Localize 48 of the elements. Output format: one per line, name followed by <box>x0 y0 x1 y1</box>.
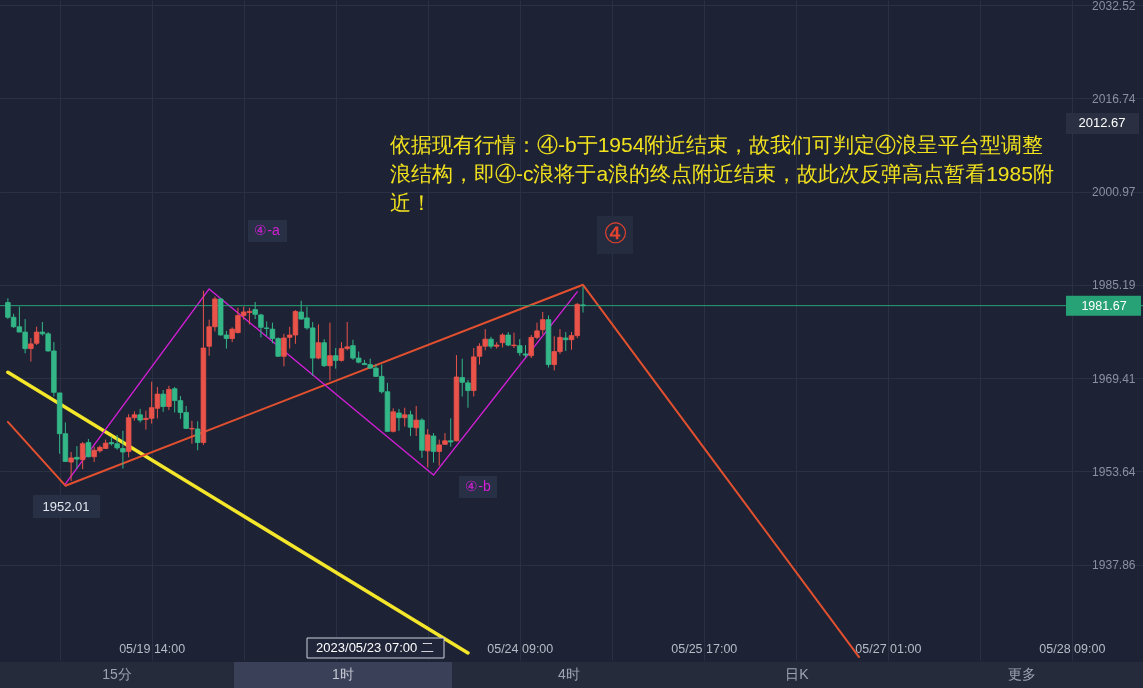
candlestick <box>79 441 86 470</box>
candlestick <box>580 286 586 314</box>
text: 1时 <box>332 666 354 682</box>
candlestick <box>332 347 339 370</box>
candlestick <box>315 323 322 360</box>
text: 更多 <box>1008 666 1036 682</box>
candlestick <box>430 432 437 464</box>
y-tick-label: 2000.97 <box>1092 185 1136 200</box>
y-tick-label: 1985.19 <box>1092 278 1136 293</box>
annotation: 2012.67 <box>1078 115 1126 130</box>
annotation: ④-a <box>254 222 280 238</box>
y-tick-label: 2016.74 <box>1092 91 1136 106</box>
candlestick <box>511 332 517 349</box>
y-tick-label: 2032.52 <box>1092 0 1136 13</box>
x-tick-label: 05/19 14:00 <box>119 641 186 656</box>
candlestick <box>390 407 396 434</box>
candlestick <box>407 410 414 437</box>
candlestick <box>74 445 80 470</box>
candlestick <box>425 428 431 468</box>
text: 日K <box>785 666 810 682</box>
candlestick <box>160 389 166 413</box>
candlestick <box>413 405 419 437</box>
annotation: ④ <box>602 218 628 249</box>
x-tick-label: 05/24 09:00 <box>487 641 554 656</box>
candlestick <box>68 451 74 482</box>
x-tick-label: 05/27 01:00 <box>855 641 922 656</box>
annotation: 依据现有行情：④-b于1954附近结束，故我们可判定④浪呈平台型调整浪结构，即④-c浪将于a浪的终点附近结束，故此次反弹高点暂看1985附近！ <box>390 133 1054 214</box>
candlestick <box>396 408 402 432</box>
text: 4时 <box>558 666 580 682</box>
candlestick <box>321 338 327 368</box>
annotation: ④-b <box>465 478 491 494</box>
candlestick <box>540 311 546 335</box>
candlestick <box>401 407 408 428</box>
candlestick <box>327 322 333 382</box>
candlestick <box>166 385 172 411</box>
candlestick <box>189 420 195 445</box>
x-tick-label: 05/25 17:00 <box>671 641 738 656</box>
candlestick <box>563 331 569 352</box>
ref-line-label: 1981.67 <box>1081 298 1127 313</box>
x-tick-label: 05/28 09:00 <box>1039 641 1106 656</box>
y-tick-label: 1937.86 <box>1092 558 1136 573</box>
y-tick-label: 1969.41 <box>1092 371 1136 386</box>
annotation: 2023/05/23 07:00 二 <box>316 640 434 655</box>
y-tick-label: 1953.64 <box>1092 464 1136 479</box>
text: 15分 <box>102 666 132 682</box>
annotation: 1952.01 <box>42 499 90 514</box>
candlestick <box>448 417 454 448</box>
candlestick <box>194 420 201 451</box>
